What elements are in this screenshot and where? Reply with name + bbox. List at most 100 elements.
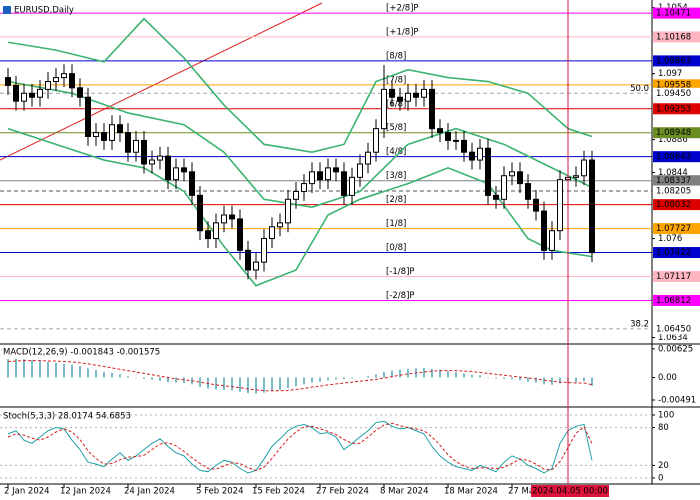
candle-body [45, 81, 51, 90]
candle-body [133, 139, 139, 153]
murrey-level-name: [5/8] [386, 123, 406, 133]
panel-title: MACD(12,26,9) -0.001843 -0.001575 [3, 348, 160, 358]
bollinger-band [7, 127, 593, 287]
murrey-level-name: [+2/8]P [386, 4, 419, 14]
candle-body [253, 261, 259, 271]
candle-body [421, 88, 427, 98]
candle-body [317, 171, 323, 181]
candle-body [269, 226, 275, 240]
price-box-label: 1.09253 [656, 104, 691, 114]
candle-body [525, 183, 531, 200]
candle-body [77, 87, 83, 98]
murrey-level-name: [0/8] [386, 243, 406, 253]
candle-body [453, 139, 459, 142]
candle-body [477, 147, 483, 161]
y-tick-label: 1.076 [658, 234, 682, 244]
price-box [653, 199, 700, 211]
candle-body [157, 155, 163, 161]
candle-body [213, 222, 219, 240]
y-tick-label: 1.0634 [658, 333, 688, 343]
murrey-level-name: [+1/8]P [386, 27, 419, 37]
stoch-signal [7, 422, 593, 471]
x-tick-label: 12 Jan 2024 [60, 487, 111, 497]
candle-body [397, 96, 403, 102]
price-box [653, 294, 700, 306]
price-box-label: 1.09450 [656, 89, 691, 99]
candle-body [37, 88, 43, 98]
candle-body [445, 132, 451, 141]
murrey-level-name: [2/8] [386, 195, 406, 205]
candle-body [429, 88, 435, 130]
candle-body [173, 167, 179, 181]
y-tick-label: 0 [658, 473, 663, 483]
murrey-level-name: [-1/8]P [386, 267, 415, 277]
price-box-label: 1.06812 [656, 296, 691, 306]
candle-body [413, 92, 419, 98]
extra-level-name: 38.2 [630, 319, 649, 329]
candle-body [189, 171, 195, 196]
x-tick-label: 5 Feb 2024 [196, 487, 244, 497]
price-box-label: 1.07422 [656, 248, 691, 258]
x-tick-label: 27 Feb 2024 [316, 487, 369, 497]
candle-body [501, 175, 507, 200]
bollinger-band [7, 17, 593, 154]
price-box-label: 1.08032 [656, 200, 691, 210]
candle-body [69, 73, 75, 89]
price-box [653, 31, 700, 43]
price-box-label: 1.10471 [656, 9, 691, 19]
candle-body [341, 171, 347, 196]
bollinger-band [7, 80, 593, 208]
candle-body [365, 151, 371, 165]
y-tick-label: 0.00 [658, 373, 677, 383]
panel-title: Stoch(5,3,3) 28.0174 54.6853 [3, 412, 131, 422]
price-box [653, 7, 700, 19]
candle-body [61, 73, 67, 79]
candle-body [573, 175, 579, 178]
murrey-level-name: [7/8] [386, 75, 406, 85]
trend-line [0, 2, 323, 161]
candle-body [141, 139, 147, 165]
candle-body [437, 128, 443, 134]
candle-body [373, 128, 379, 153]
x-tick-label: 2 Jan 2024 [4, 487, 50, 497]
y-tick-label: 1.0844 [658, 168, 688, 178]
candle-body [301, 183, 307, 192]
murrey-level-name: [-2/8]P [386, 291, 415, 301]
crosshair-label: 2024.04.05 00:00 [532, 487, 608, 497]
panel-title: EURUSD,Daily [14, 6, 74, 16]
candle-body [21, 92, 27, 102]
y-tick-label: 100 [658, 410, 674, 420]
candle-body [149, 159, 155, 165]
murrey-level-name: [6/8] [386, 99, 406, 109]
price-box [653, 55, 700, 67]
price-box [653, 270, 700, 282]
candle-body [549, 230, 555, 251]
candle-body [541, 210, 547, 251]
price-box [653, 103, 700, 115]
candle-body [221, 214, 227, 224]
murrey-level-name: [4/8] [386, 147, 406, 157]
candle-body [349, 176, 355, 196]
candle-body [309, 171, 315, 185]
candle-body [229, 214, 235, 220]
candle-body [533, 198, 539, 212]
price-box-label: 1.09558 [656, 80, 691, 90]
candle-body [165, 155, 171, 181]
price-box [653, 79, 700, 91]
candle-body [181, 167, 187, 173]
price-box [653, 185, 700, 197]
candle-body [285, 198, 291, 224]
candle-body [485, 147, 491, 196]
candle-body [461, 139, 467, 153]
price-box [653, 151, 700, 163]
x-tick-label: 15 Feb 2024 [252, 487, 305, 497]
candle-body [245, 249, 251, 271]
candle-body [101, 132, 107, 141]
candle-body [333, 167, 339, 173]
price-box [653, 87, 700, 99]
stoch-main [7, 420, 593, 474]
candle-body [197, 194, 203, 232]
candle-body [509, 171, 515, 177]
